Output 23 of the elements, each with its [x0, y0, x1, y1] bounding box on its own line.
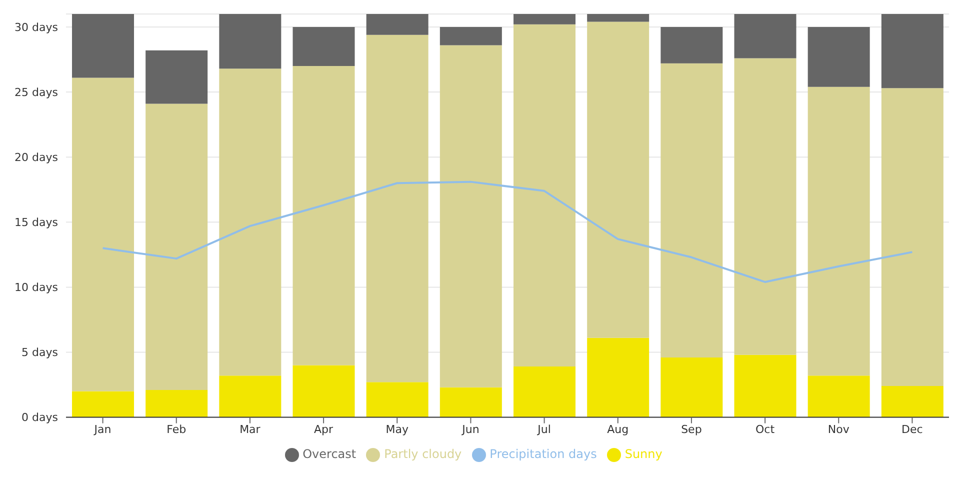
legend-label: Partly cloudy [384, 447, 462, 462]
y-tick-label: 0 days [22, 411, 58, 424]
x-tick-label: Jul [536, 423, 551, 436]
x-tick-label: Feb [166, 423, 186, 436]
x-tick-label: Dec [902, 423, 923, 436]
legend-label: Precipitation days [490, 447, 597, 462]
x-tick-label: Mar [240, 423, 261, 436]
y-tick-label: 25 days [14, 86, 58, 99]
y-tick-label: 10 days [14, 281, 58, 294]
x-tick-label: Jan [93, 423, 112, 436]
y-tick-label: 5 days [22, 346, 58, 360]
y-tick-label: 20 days [14, 151, 58, 164]
legend-label: Sunny [624, 447, 662, 462]
x-tick-label: Oct [756, 423, 776, 436]
x-tick-label: May [386, 423, 409, 436]
y-tick-label: 30 days [14, 20, 58, 34]
x-tick-label: Apr [314, 423, 334, 436]
x-tick-label: Aug [607, 423, 629, 436]
y-tick-label: 15 days [14, 216, 58, 230]
legend-label: Overcast [302, 447, 356, 462]
x-tick-label: Nov [828, 423, 850, 436]
x-tick-label: Jun [461, 423, 480, 436]
x-tick-label: Sep [681, 423, 702, 436]
